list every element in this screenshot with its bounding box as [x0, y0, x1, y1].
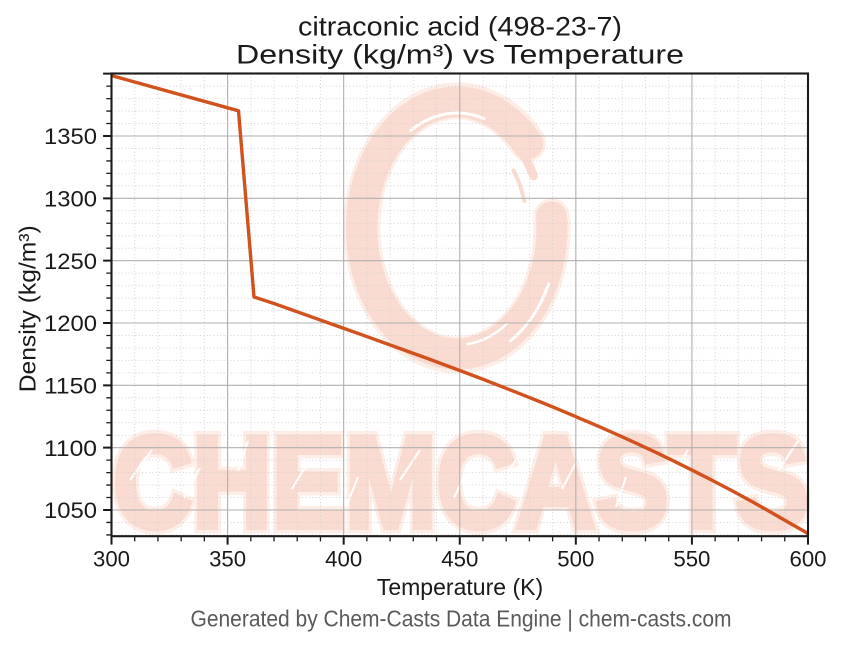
svg-text:450: 450: [441, 547, 478, 572]
svg-text:1150: 1150: [44, 373, 97, 398]
svg-text:citraconic acid (498-23-7): citraconic acid (498-23-7): [298, 11, 622, 41]
svg-text:1100: 1100: [44, 436, 97, 461]
svg-text:300: 300: [93, 547, 130, 572]
svg-text:1250: 1250: [44, 249, 97, 274]
svg-text:1300: 1300: [44, 186, 97, 211]
svg-text:Density (kg/m³) vs Temperature: Density (kg/m³) vs Temperature: [236, 40, 684, 70]
svg-text:600: 600: [789, 547, 826, 572]
svg-text:Density (kg/m³): Density (kg/m³): [15, 225, 41, 392]
svg-text:350: 350: [209, 547, 246, 572]
svg-text:Generated by Chem-Casts Data E: Generated by Chem-Casts Data Engine | ch…: [191, 606, 732, 632]
svg-text:Temperature (K): Temperature (K): [377, 574, 543, 600]
svg-text:400: 400: [325, 547, 362, 572]
svg-text:1050: 1050: [44, 498, 97, 523]
svg-text:1200: 1200: [44, 311, 97, 336]
svg-text:550: 550: [673, 547, 710, 572]
svg-text:1350: 1350: [44, 124, 97, 149]
svg-text:500: 500: [557, 547, 594, 572]
svg-text:CHEMCASTS: CHEMCASTS: [113, 409, 809, 555]
